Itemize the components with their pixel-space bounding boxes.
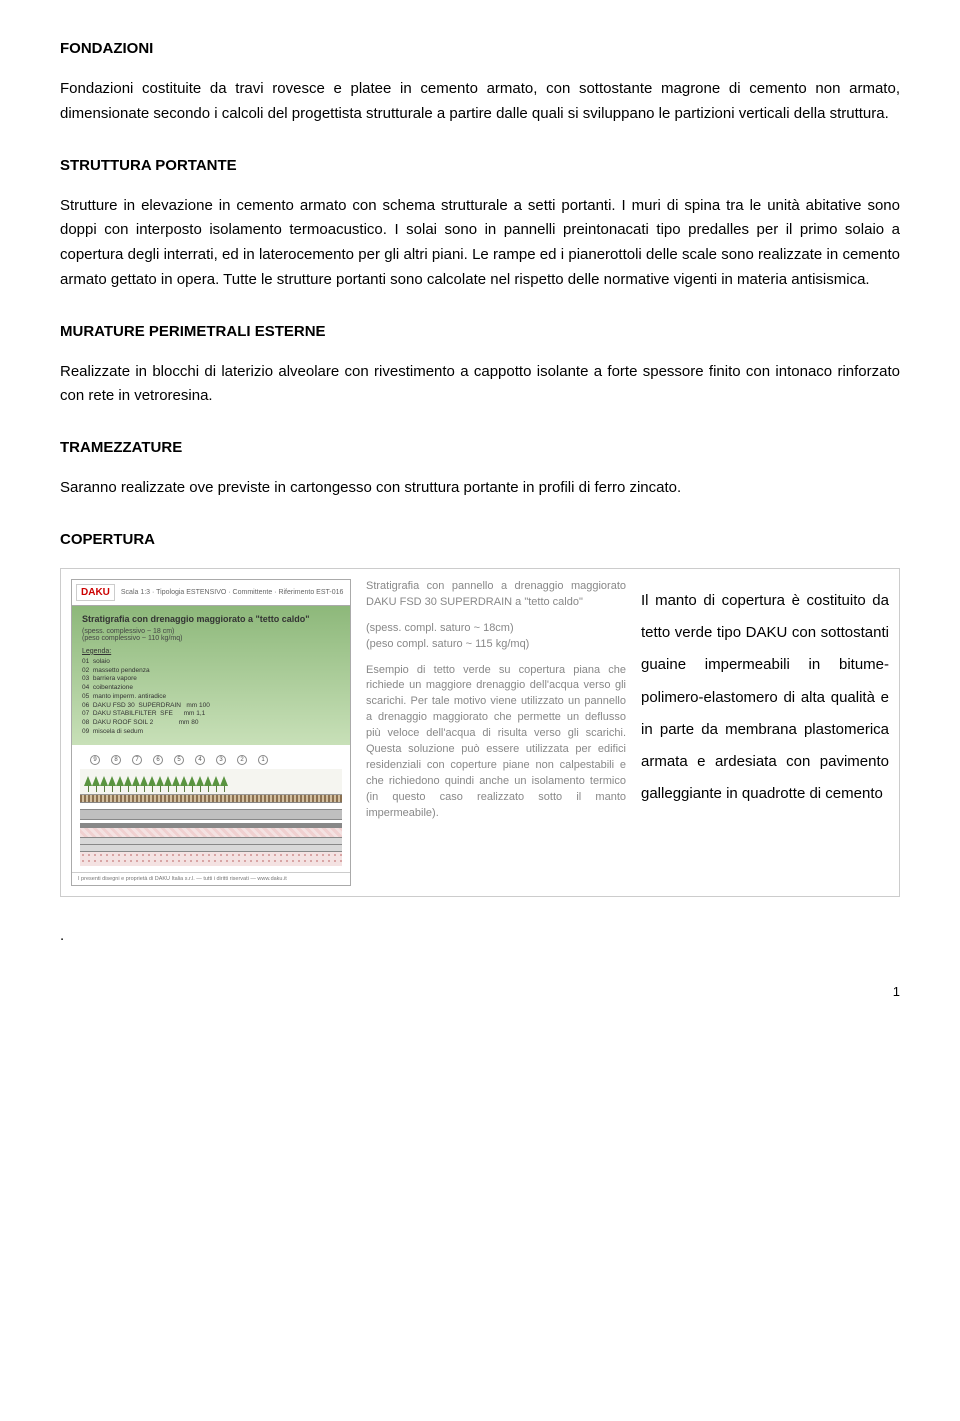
strati-body: Esempio di tetto verde su copertura pian… [366,663,626,822]
daku-figure: DAKU Scala 1:3 · Tipologia ESTENSIVO · C… [71,579,351,886]
strata-layer [80,828,342,838]
daku-title: Stratigrafia con drenaggio maggiorato a … [82,614,340,624]
strata-base [80,852,342,866]
strata-num: 9 [90,755,100,765]
strata-num: 5 [174,755,184,765]
strata-layer [80,845,342,852]
daku-legend: 01 solaio 02 massetto pendenza 03 barrie… [82,658,340,737]
strata-num: 2 [237,755,247,765]
strata-num: 4 [195,755,205,765]
strata-layer [80,803,342,810]
text-tramezzature: Saranno realizzate ove previste in carto… [60,476,900,501]
strata-soil [80,795,342,803]
strata-num: 7 [132,755,142,765]
strata-num: 3 [216,755,226,765]
section-fondazioni: FONDAZIONI Fondazioni costituite da trav… [60,40,900,127]
copertura-right-text: Il manto di copertura è costituito da te… [641,579,889,886]
daku-panel: DAKU Scala 1:3 · Tipologia ESTENSIVO · C… [71,579,351,886]
daku-subtitle: (spess. complessivo ~ 18 cm) (peso compl… [82,628,340,642]
heading-copertura: COPERTURA [60,531,900,548]
strata-num: 1 [258,755,268,765]
page-number: 1 [60,984,900,999]
trailing-dot: . [60,927,900,944]
section-copertura: COPERTURA DAKU Scala 1:3 · Tipologia EST… [60,531,900,897]
strati-head: Stratigrafia con pannello a drenaggio ma… [366,579,626,611]
text-fondazioni: Fondazioni costituite da travi rovesce e… [60,77,900,127]
heading-fondazioni: FONDAZIONI [60,40,900,57]
text-struttura: Strutture in elevazione in cemento armat… [60,194,900,293]
stratigrafia-text-block: Stratigrafia con pannello a drenaggio ma… [366,579,626,886]
daku-legend-title: Legenda: [82,648,340,655]
daku-green-panel: Stratigrafia con drenaggio maggiorato a … [72,606,350,745]
section-murature: MURATURE PERIMETRALI ESTERNE Realizzate … [60,323,900,410]
copertura-row: DAKU Scala 1:3 · Tipologia ESTENSIVO · C… [60,568,900,897]
daku-header-meta: Scala 1:3 · Tipologia ESTENSIVO · Commit… [121,588,346,597]
strata-vegetation [80,769,342,795]
strata-num: 6 [153,755,163,765]
heading-tramezzature: TRAMEZZATURE [60,439,900,456]
section-struttura: STRUTTURA PORTANTE Strutture in elevazio… [60,157,900,293]
strata-layer [80,838,342,845]
daku-logo: DAKU [76,584,115,601]
daku-footer: I presenti disegni e proprietà di DAKU I… [72,872,350,885]
daku-strata: 9 8 7 6 5 4 3 2 1 [72,745,350,872]
strata-num: 8 [111,755,121,765]
strata-numbers: 9 8 7 6 5 4 3 2 1 [80,755,342,765]
section-tramezzature: TRAMEZZATURE Saranno realizzate ove prev… [60,439,900,501]
heading-murature: MURATURE PERIMETRALI ESTERNE [60,323,900,340]
strata-layer [80,810,342,820]
text-murature: Realizzate in blocchi di laterizio alveo… [60,360,900,410]
strati-sub: (spess. compl. saturo ~ 18cm) (peso comp… [366,621,626,653]
daku-header: DAKU Scala 1:3 · Tipologia ESTENSIVO · C… [72,580,350,606]
heading-struttura: STRUTTURA PORTANTE [60,157,900,174]
